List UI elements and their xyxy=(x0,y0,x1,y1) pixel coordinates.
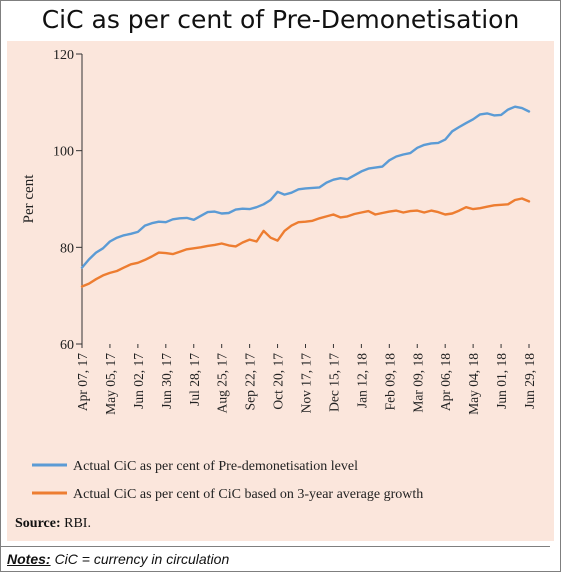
notes-bar: Notes: CiC = currency in circulation xyxy=(1,546,550,571)
y-axis-label: Per cent xyxy=(21,174,37,224)
series-line-2 xyxy=(80,197,531,288)
x-tick-label: May 05, 17 xyxy=(103,353,118,415)
source-label: Source: xyxy=(15,516,61,531)
x-tick-label: Dec 15, 17 xyxy=(326,353,341,412)
x-tick-label: Apr 07, 17 xyxy=(75,353,90,411)
x-tick-label: Oct 20, 17 xyxy=(271,353,286,410)
x-tick-label: Feb 09, 18 xyxy=(382,353,397,411)
source-line: Source: RBI. xyxy=(15,516,91,532)
x-tick-label: Jun 02, 17 xyxy=(131,353,146,409)
x-tick-label: Nov 17, 17 xyxy=(299,353,314,414)
x-tick-label: Sep 22, 17 xyxy=(243,353,258,411)
y-tick-label: 120 xyxy=(53,48,74,63)
notes-label: Notes: xyxy=(7,551,51,567)
chart-title: CiC as per cent of Pre-Demonetisation xyxy=(41,5,520,34)
x-tick-label: Apr 06, 18 xyxy=(438,353,453,411)
x-tick-label: Jun 01, 18 xyxy=(494,353,509,409)
x-tick-label: Jul 28, 17 xyxy=(187,353,202,406)
series-line-1 xyxy=(80,105,531,269)
notes-text: CiC = currency in circulation xyxy=(54,551,230,567)
x-tick-label: Mar 09, 18 xyxy=(410,353,425,413)
y-tick-label: 100 xyxy=(53,145,74,160)
x-tick-label: Aug 25, 17 xyxy=(215,353,230,414)
legend-label-1: Actual CiC as per cent of Pre-demonetisa… xyxy=(73,459,358,474)
source-text: RBI. xyxy=(64,516,91,531)
y-tick-label: 80 xyxy=(60,241,74,256)
x-tick-label: Jan 12, 18 xyxy=(354,353,369,408)
x-tick-label: May 04, 18 xyxy=(466,353,481,415)
line-chart: 60 80 100 120 Per cent Apr 07, 17 May 05, 17 Ju… xyxy=(21,48,537,502)
x-tick-label: Jun 30, 17 xyxy=(159,353,174,409)
legend-label-2: Actual CiC as per cent of CiC based on 3… xyxy=(73,487,423,502)
y-tick-label: 60 xyxy=(60,338,74,353)
plot-panel: 60 80 100 120 Per cent Apr 07, 17 May 05, 17 Ju… xyxy=(7,41,554,541)
x-tick-label: Jun 29, 18 xyxy=(522,353,537,409)
